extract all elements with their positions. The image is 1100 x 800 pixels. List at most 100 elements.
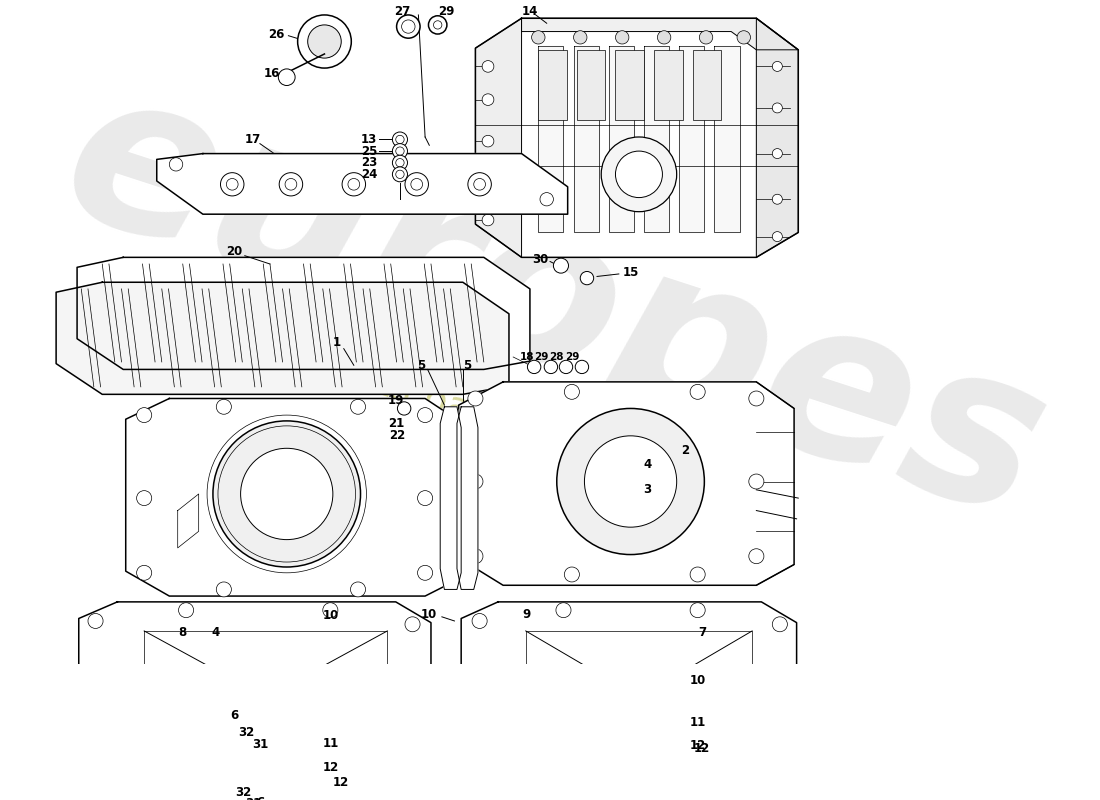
- Text: 14: 14: [521, 5, 538, 18]
- Circle shape: [393, 155, 407, 170]
- Polygon shape: [644, 46, 669, 233]
- Text: 29: 29: [564, 352, 579, 362]
- Circle shape: [472, 765, 487, 779]
- Text: 29: 29: [535, 352, 549, 362]
- Text: 3: 3: [644, 483, 651, 496]
- Circle shape: [690, 602, 705, 618]
- Polygon shape: [440, 406, 461, 590]
- Circle shape: [737, 30, 750, 44]
- Circle shape: [468, 474, 483, 489]
- Circle shape: [88, 614, 103, 629]
- Circle shape: [772, 103, 782, 113]
- Circle shape: [350, 789, 366, 800]
- Circle shape: [531, 30, 544, 44]
- Circle shape: [772, 62, 782, 71]
- Circle shape: [298, 15, 351, 68]
- Text: a parts passion since 1985: a parts passion since 1985: [276, 333, 783, 530]
- Polygon shape: [475, 18, 799, 258]
- Bar: [538, 50, 566, 120]
- Circle shape: [772, 765, 788, 779]
- Text: 20: 20: [227, 245, 243, 258]
- Circle shape: [749, 549, 763, 564]
- Circle shape: [690, 567, 705, 582]
- Polygon shape: [77, 258, 530, 370]
- Text: europes: europes: [40, 49, 1070, 566]
- Circle shape: [690, 783, 705, 798]
- Circle shape: [155, 712, 192, 749]
- Polygon shape: [461, 602, 796, 797]
- Text: 22: 22: [389, 429, 406, 442]
- Text: 11: 11: [690, 716, 706, 729]
- Circle shape: [602, 137, 676, 212]
- Polygon shape: [79, 602, 431, 797]
- Text: 12: 12: [690, 739, 706, 752]
- Circle shape: [393, 132, 407, 147]
- Circle shape: [575, 360, 589, 374]
- Bar: [576, 50, 605, 120]
- Text: 2: 2: [681, 444, 689, 458]
- Circle shape: [429, 16, 447, 34]
- Text: 17: 17: [245, 133, 262, 146]
- Circle shape: [468, 391, 483, 406]
- Polygon shape: [757, 18, 799, 258]
- Polygon shape: [538, 46, 563, 233]
- Circle shape: [564, 384, 580, 399]
- Bar: [616, 50, 644, 120]
- Text: 10: 10: [690, 674, 706, 687]
- Polygon shape: [608, 46, 634, 233]
- Bar: [654, 50, 683, 120]
- Text: 4: 4: [211, 626, 220, 639]
- Polygon shape: [475, 18, 521, 258]
- Text: 1: 1: [333, 336, 341, 350]
- Circle shape: [213, 421, 361, 567]
- Circle shape: [278, 69, 295, 86]
- Circle shape: [418, 408, 432, 422]
- Circle shape: [772, 617, 788, 632]
- Circle shape: [308, 25, 341, 58]
- Circle shape: [619, 679, 656, 716]
- Circle shape: [418, 490, 432, 506]
- Circle shape: [482, 94, 494, 106]
- Text: 12: 12: [333, 775, 350, 789]
- Circle shape: [700, 30, 713, 44]
- Text: 31: 31: [245, 797, 262, 800]
- Circle shape: [772, 690, 788, 705]
- Circle shape: [772, 149, 782, 158]
- Text: 10: 10: [421, 608, 438, 621]
- Text: 6: 6: [231, 709, 239, 722]
- Circle shape: [690, 384, 705, 399]
- Text: 32: 32: [239, 726, 254, 738]
- Circle shape: [322, 783, 338, 798]
- Circle shape: [556, 602, 571, 618]
- Polygon shape: [156, 154, 568, 214]
- Polygon shape: [714, 46, 739, 233]
- Text: 15: 15: [623, 266, 639, 278]
- Circle shape: [397, 402, 410, 415]
- Circle shape: [482, 214, 494, 226]
- Polygon shape: [56, 282, 509, 394]
- Circle shape: [322, 602, 338, 618]
- Text: 21: 21: [387, 417, 404, 430]
- Circle shape: [658, 30, 671, 44]
- Circle shape: [564, 567, 580, 582]
- Text: 6: 6: [256, 796, 264, 800]
- Circle shape: [616, 151, 662, 198]
- Circle shape: [88, 765, 103, 779]
- Circle shape: [405, 690, 420, 705]
- Text: 10: 10: [322, 610, 339, 622]
- Text: 11: 11: [322, 737, 339, 750]
- Circle shape: [551, 789, 568, 800]
- Circle shape: [472, 614, 487, 629]
- Circle shape: [136, 566, 152, 580]
- Circle shape: [749, 474, 763, 489]
- Circle shape: [468, 549, 483, 564]
- Circle shape: [88, 690, 103, 705]
- Circle shape: [136, 408, 152, 422]
- Circle shape: [405, 765, 420, 779]
- Circle shape: [217, 399, 231, 414]
- Text: 19: 19: [387, 394, 404, 406]
- Text: 12: 12: [322, 761, 339, 774]
- Polygon shape: [679, 46, 704, 233]
- Text: 31: 31: [252, 738, 268, 751]
- Circle shape: [351, 399, 365, 414]
